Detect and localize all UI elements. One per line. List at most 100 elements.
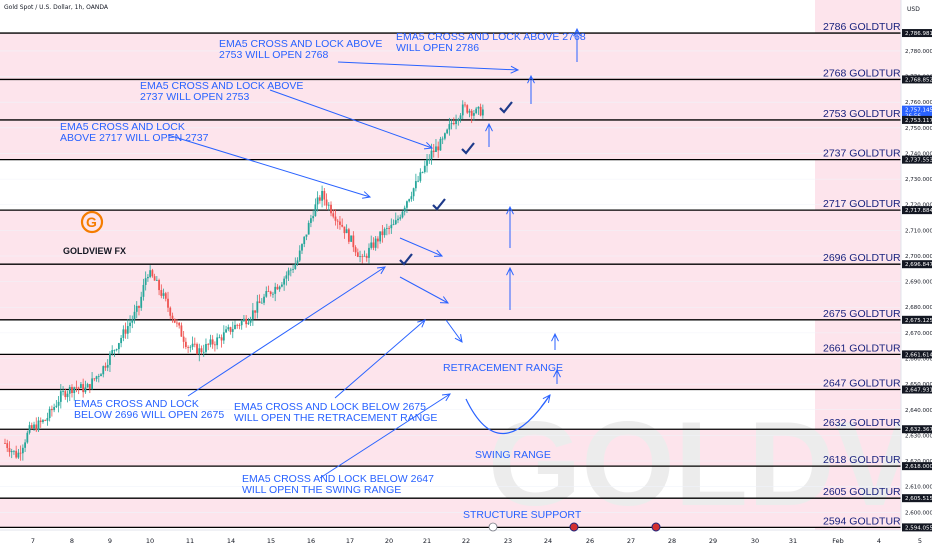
- candle-body: [120, 337, 123, 344]
- candle-body: [189, 346, 192, 348]
- arrow-head: [423, 141, 434, 150]
- y-tick-label: 2,730.000: [905, 177, 932, 183]
- candle-body: [278, 286, 281, 290]
- candle-body: [448, 124, 451, 130]
- check-mark: [399, 253, 413, 266]
- candle-body: [455, 120, 457, 125]
- candle-body: [113, 350, 116, 351]
- candle-body: [220, 337, 223, 341]
- candle-body: [57, 401, 60, 406]
- x-tick-label: 14: [227, 537, 235, 545]
- annotation-arrow: [399, 276, 449, 304]
- candle-body: [439, 138, 442, 151]
- candle-body: [441, 138, 444, 140]
- candle-body: [318, 197, 321, 201]
- candle-body: [17, 452, 20, 458]
- candle-body: [368, 247, 370, 258]
- x-tick-label: 11: [186, 537, 194, 545]
- candle-body: [205, 343, 207, 352]
- annotation-text: EMA5 CROSS AND LOCK: [60, 121, 185, 133]
- candle-body: [414, 181, 417, 189]
- candle-body: [457, 119, 460, 121]
- candle-body: [162, 293, 165, 296]
- y-tick-label: 2,680.000: [905, 305, 932, 311]
- candle-body: [477, 106, 480, 109]
- candle-body: [408, 199, 411, 202]
- arrow-head: [506, 205, 514, 215]
- candle-body: [44, 420, 47, 421]
- candle-body: [450, 123, 453, 125]
- candle-body: [142, 284, 145, 297]
- arrow-head: [542, 394, 551, 403]
- zone-band: [0, 33, 815, 80]
- candle-body: [133, 311, 136, 320]
- price-tag: [902, 350, 932, 359]
- label-column-band: [815, 0, 901, 530]
- watermark-layer: GOLDVI: [488, 397, 932, 531]
- time-axis: 7 8 9 10 11 14 15 16 17 20 21 22 23 24 26 27 28 29 30 31 Feb…: [0, 529, 922, 545]
- candle-body: [330, 204, 332, 214]
- y-tick-label: 2,760.000: [905, 100, 932, 106]
- candle-body: [296, 260, 299, 265]
- candle-body: [193, 343, 196, 345]
- event-marker-s[interactable]: [488, 522, 498, 532]
- candle-body: [73, 387, 76, 394]
- event-marker-us-flag[interactable]: [569, 522, 579, 532]
- candle-body: [459, 115, 462, 120]
- candle-body: [321, 190, 323, 201]
- candle-body: [280, 284, 283, 287]
- candle-body: [385, 228, 388, 229]
- candle-body: [211, 339, 214, 345]
- candle-body: [102, 366, 105, 375]
- candle-body: [30, 425, 33, 429]
- candle-body: [200, 348, 203, 353]
- price-tag: [902, 111, 932, 120]
- candle-body: [77, 387, 80, 389]
- candle-body: [10, 451, 13, 453]
- x-tick-label: 21: [423, 537, 431, 545]
- candle-body: [332, 213, 335, 217]
- candle-body: [66, 393, 69, 398]
- candle-body: [21, 447, 24, 454]
- candle-body: [292, 269, 294, 270]
- annotation-arrow: [337, 61, 519, 71]
- candle-body: [153, 276, 156, 281]
- level-label: 2594 GOLDTURN: [823, 515, 908, 527]
- candle-body: [446, 129, 449, 134]
- candle-body: [238, 325, 241, 326]
- candle-body: [218, 337, 221, 339]
- candle-body: [287, 270, 290, 276]
- price-tag-label: 2,632.367: [905, 427, 932, 433]
- candle-body: [354, 247, 357, 253]
- annotation-text: EMA5 CROSS AND LOCK: [74, 398, 199, 410]
- candle-body: [207, 343, 210, 345]
- candle-body: [267, 291, 270, 292]
- candle-body: [84, 387, 87, 393]
- zones-layer: [0, 0, 901, 530]
- candle-body: [35, 424, 38, 431]
- candle-body: [234, 324, 236, 330]
- level-label: 2618 GOLDTURN: [823, 454, 908, 466]
- annotation-arrow: [540, 394, 551, 408]
- logo-text: GOLDVIEW FX: [63, 246, 126, 256]
- price-tag: [902, 523, 932, 532]
- candle-body: [176, 322, 178, 324]
- annotation-text: WILL OPEN THE SWING RANGE: [242, 484, 401, 496]
- levels-layer: 2786 GOLDTURN 2768 GOLDTURN 2753 GOLDTURN 2…: [0, 21, 908, 529]
- candle-body: [468, 110, 471, 113]
- candle-body: [216, 337, 219, 346]
- event-marker-us-flag[interactable]: [651, 522, 661, 532]
- candle-body: [327, 204, 330, 206]
- candle-body: [53, 407, 56, 411]
- x-tick-label: 27: [627, 537, 635, 545]
- candle-body: [39, 420, 42, 423]
- candle-body: [298, 250, 301, 261]
- level-label: 2737 GOLDTURN: [823, 148, 908, 160]
- candle-body: [283, 278, 286, 285]
- annotation-text: EMA5 CROSS AND LOCK BELOW 2675: [234, 401, 426, 413]
- candle-body: [50, 408, 53, 411]
- watermark-text: GOLDVI: [488, 397, 932, 531]
- candle-body: [444, 133, 446, 139]
- candle-body: [274, 286, 277, 294]
